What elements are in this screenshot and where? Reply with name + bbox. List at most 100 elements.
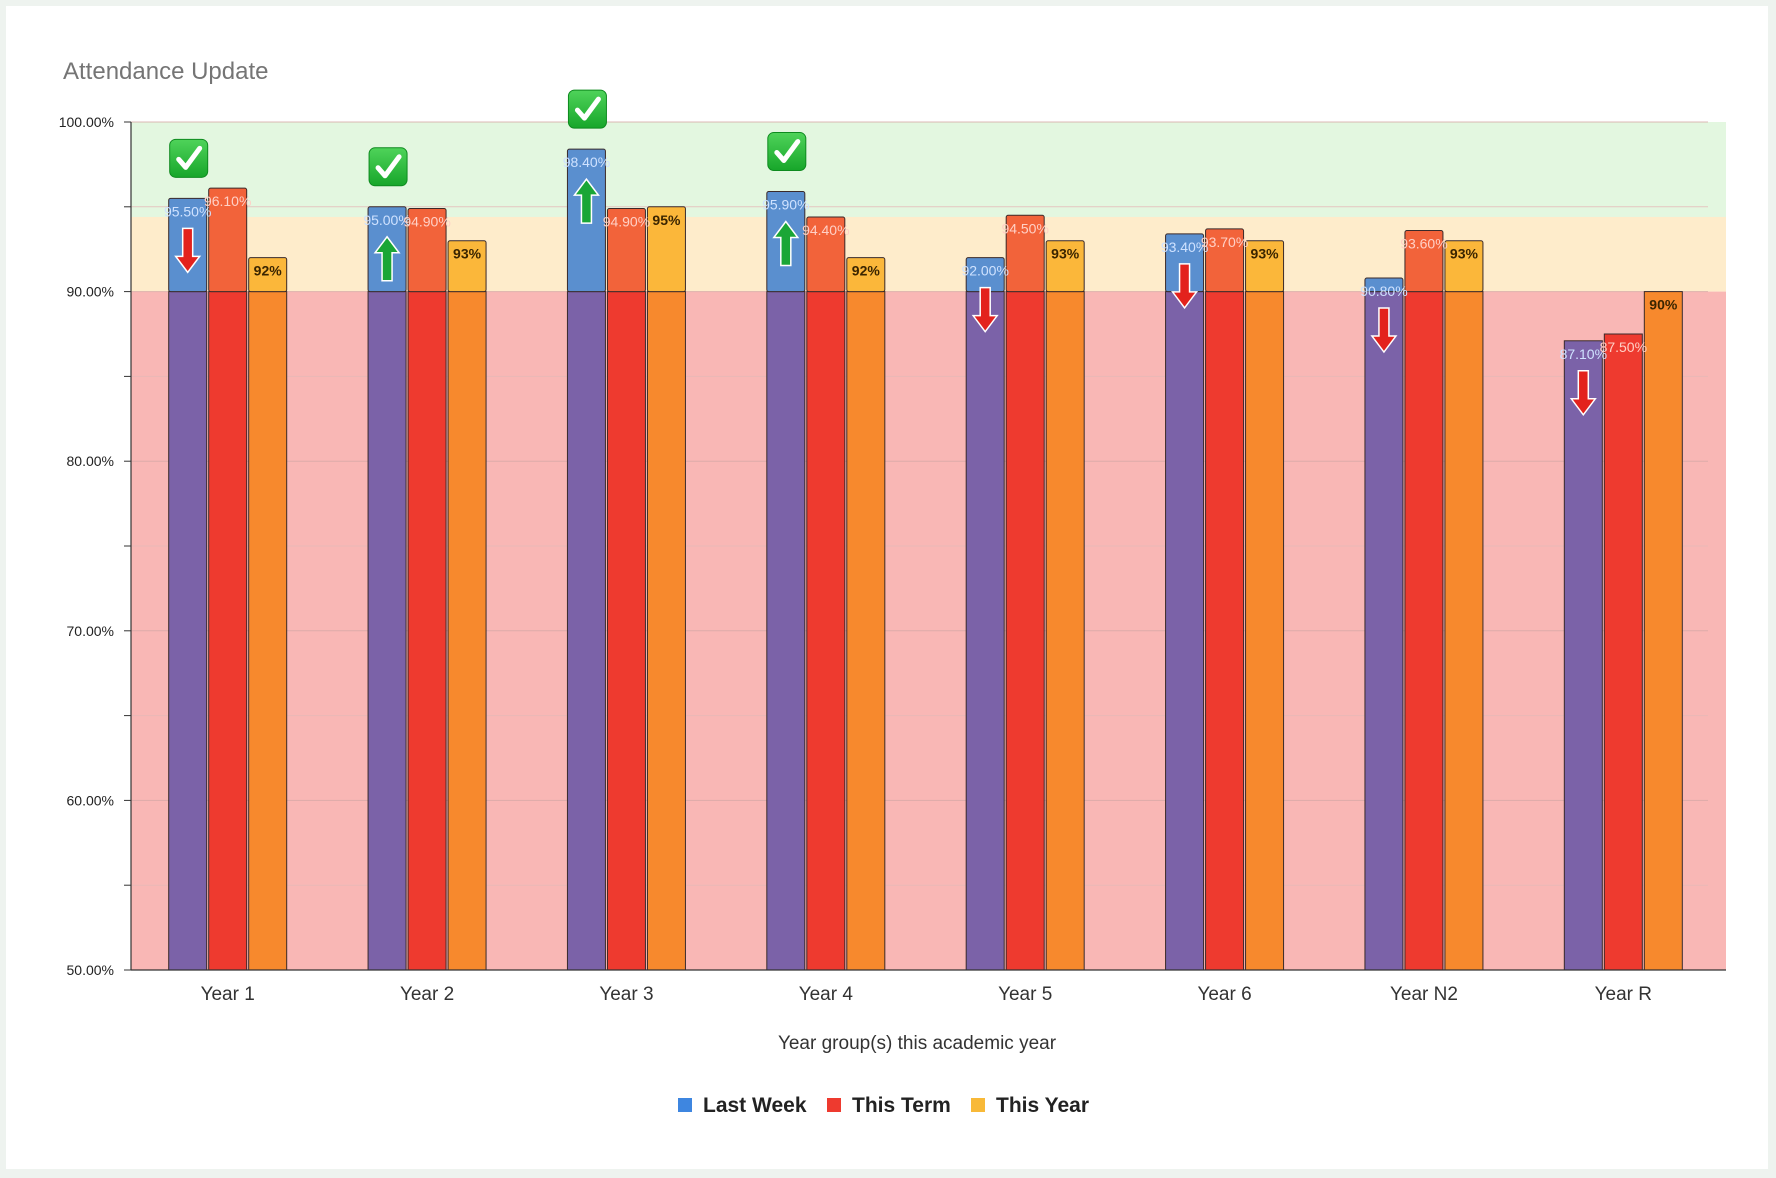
bar-this-year-1[interactable] — [447, 291, 487, 971]
checkmark-tick — [774, 139, 801, 164]
data-label: 93% — [1251, 246, 1280, 262]
y-tick-label: 90.00% — [67, 284, 114, 300]
checkmark-icon — [567, 89, 607, 129]
x-axis-label: Year group(s) this academic year — [778, 1033, 1057, 1054]
bar-top-this-year-6[interactable] — [1444, 240, 1484, 293]
legend-swatch — [678, 1098, 692, 1112]
bar-this-term-7[interactable] — [1603, 333, 1643, 971]
y-tick-label: 70.00% — [67, 623, 114, 639]
bar-this-year-4[interactable] — [1045, 291, 1085, 971]
data-label: 90% — [1649, 297, 1678, 313]
data-label: 95% — [652, 212, 681, 228]
data-label: 98.40% — [563, 154, 610, 170]
bar-this-year-2[interactable] — [646, 291, 686, 971]
bar-group-year-2 — [367, 206, 487, 971]
legend-swatch — [971, 1098, 985, 1112]
bar-top-this-year-3[interactable] — [846, 257, 886, 293]
data-label: 87.50% — [1600, 339, 1647, 355]
data-label: 92.00% — [961, 263, 1008, 279]
checkmark-tick — [574, 96, 601, 121]
y-tick-label: 60.00% — [67, 792, 114, 808]
bar-top-this-term-1[interactable] — [407, 207, 447, 293]
bar-last-week-2[interactable] — [566, 291, 606, 971]
data-label: 93.70% — [1201, 234, 1248, 250]
data-label: 93% — [453, 246, 482, 262]
bar-top-this-year-2[interactable] — [646, 206, 686, 293]
bar-this-year-3[interactable] — [846, 291, 886, 971]
trend-up-arrow-icon — [572, 177, 600, 224]
y-tick-label: 50.00% — [67, 962, 114, 978]
trend-up-arrow-icon — [772, 220, 800, 267]
trend-up-arrow-icon — [373, 235, 401, 282]
bar-group-year-3 — [566, 148, 686, 971]
bar-last-week-1[interactable] — [367, 291, 407, 971]
data-label: 93% — [1450, 246, 1479, 262]
checkmark-icon — [368, 147, 408, 187]
data-label: 94.50% — [1001, 220, 1048, 236]
legend-swatch — [827, 1098, 841, 1112]
checkmark-tick — [176, 145, 203, 170]
bar-group-year-5 — [965, 214, 1085, 971]
data-label: 95.90% — [762, 197, 809, 213]
bar-this-year-6[interactable] — [1444, 291, 1484, 971]
bar-this-term-3[interactable] — [806, 291, 846, 971]
bar-top-this-year-0[interactable] — [248, 257, 288, 293]
checkmark-icon — [169, 138, 209, 178]
bar-this-year-7[interactable] — [1643, 291, 1683, 971]
data-label: 94.90% — [403, 213, 450, 229]
bar-last-week-6[interactable] — [1364, 291, 1404, 971]
bar-group-year-n2 — [1364, 230, 1484, 971]
checkmark-icon — [767, 132, 807, 172]
bar-top-this-year-5[interactable] — [1245, 240, 1285, 293]
bar-this-term-6[interactable] — [1404, 291, 1444, 971]
y-tick-label: 80.00% — [67, 453, 114, 469]
bar-this-term-5[interactable] — [1205, 291, 1245, 971]
trend-down-arrow-icon — [971, 286, 999, 333]
data-label: 87.10% — [1560, 346, 1607, 362]
trend-down-arrow-icon — [1370, 307, 1398, 354]
data-label: 94.90% — [603, 213, 650, 229]
legend-label: This Year — [996, 1094, 1089, 1117]
bar-last-week-3[interactable] — [766, 291, 806, 971]
bar-top-this-term-2[interactable] — [606, 207, 646, 293]
data-label: 93% — [1051, 246, 1080, 262]
x-category-label: Year 4 — [799, 984, 854, 1005]
bar-top-this-term-6[interactable] — [1404, 230, 1444, 293]
bar-this-year-5[interactable] — [1245, 291, 1285, 971]
bar-top-this-year-1[interactable] — [447, 240, 487, 293]
legend-label: Last Week — [703, 1094, 807, 1117]
bar-this-term-4[interactable] — [1005, 291, 1045, 971]
x-category-label: Year 6 — [1197, 984, 1251, 1005]
bar-top-last-week-6[interactable] — [1364, 277, 1404, 293]
bar-last-week-4[interactable] — [965, 291, 1005, 971]
bar-top-this-term-4[interactable] — [1005, 214, 1045, 293]
bar-group-year-1 — [168, 187, 288, 971]
bar-last-week-5[interactable] — [1165, 291, 1205, 971]
data-label: 95.50% — [164, 203, 211, 219]
legend-label: This Term — [852, 1094, 951, 1117]
bar-top-this-term-0[interactable] — [208, 187, 248, 293]
y-tick-label: 100.00% — [59, 114, 114, 130]
data-label: 94.40% — [802, 222, 849, 238]
bar-top-this-year-4[interactable] — [1045, 240, 1085, 293]
trend-down-arrow-icon — [1569, 370, 1597, 417]
x-category-label: Year 5 — [998, 984, 1052, 1005]
bar-this-year-0[interactable] — [248, 291, 288, 971]
bar-this-term-1[interactable] — [407, 291, 447, 971]
x-category-label: Year 1 — [201, 984, 255, 1005]
data-label: 93.60% — [1400, 236, 1447, 252]
bar-last-week-7[interactable] — [1563, 340, 1603, 971]
bar-group-year-6 — [1165, 228, 1285, 971]
bar-top-this-term-5[interactable] — [1205, 228, 1245, 293]
bar-this-term-2[interactable] — [606, 291, 646, 971]
data-label: 93.40% — [1161, 239, 1208, 255]
chart-title: Attendance Update — [63, 58, 269, 85]
x-category-label: Year 2 — [400, 984, 454, 1005]
legend: Last Week This Term This Year — [678, 1094, 1089, 1117]
bar-top-this-term-3[interactable] — [806, 216, 846, 293]
checkmark-tick — [375, 154, 402, 179]
x-category-label: Year R — [1595, 984, 1652, 1005]
bar-this-term-0[interactable] — [208, 291, 248, 971]
bar-last-week-0[interactable] — [168, 291, 208, 971]
